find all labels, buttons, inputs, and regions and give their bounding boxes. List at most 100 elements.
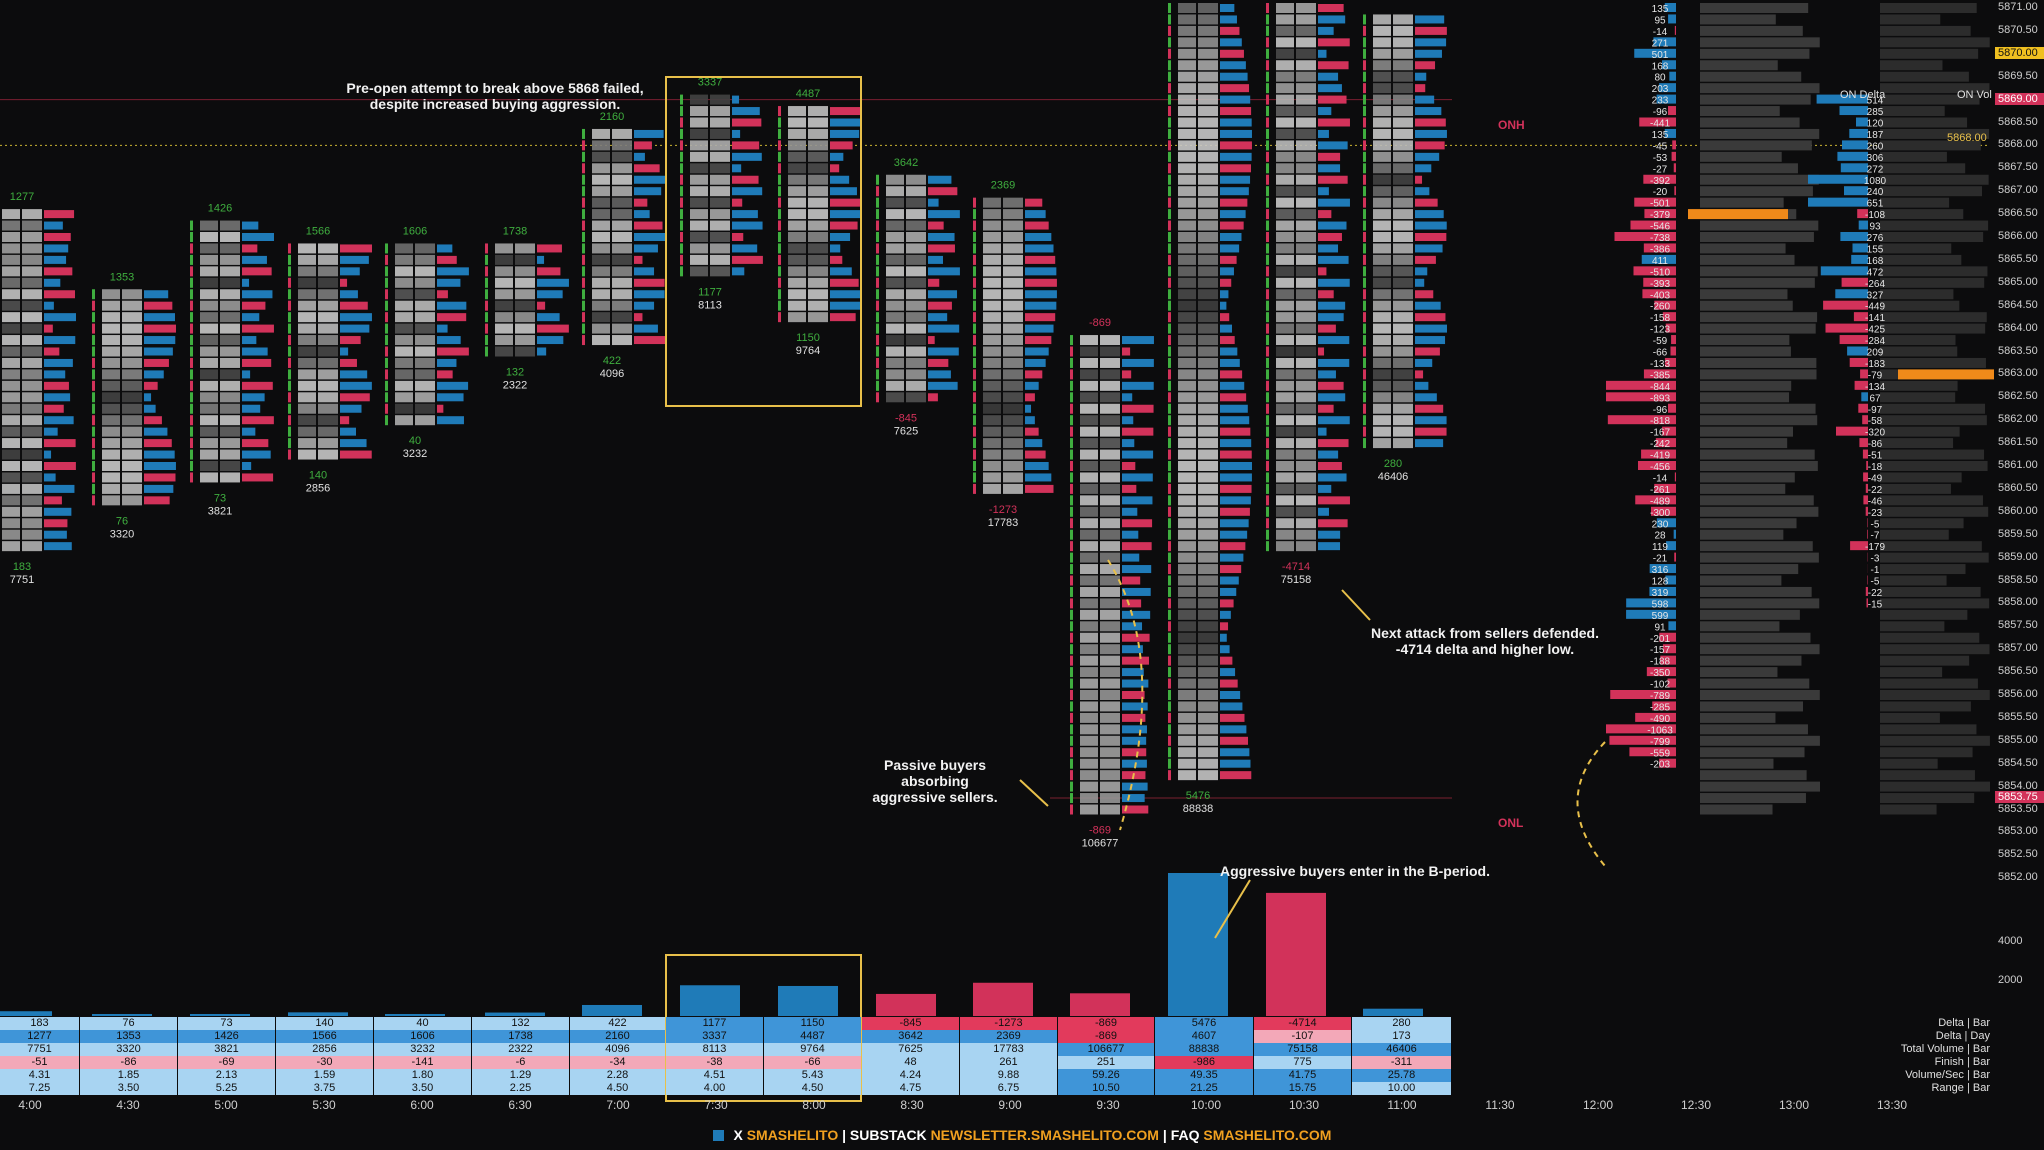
footer-faq-url[interactable]: SMASHELITO.COM	[1203, 1127, 1332, 1143]
bar-top-label: 2160	[600, 111, 624, 123]
footprint-cell	[1276, 128, 1294, 139]
bar-delta-label: 5476	[1186, 790, 1210, 802]
footprint-cell	[1080, 655, 1098, 666]
on-delta-value: 209	[1867, 348, 1884, 359]
footprint-cell	[415, 312, 435, 323]
time-axis[interactable]: 4:00 4:30 5:00 5:30 6:00 6:30 7:00 7:30 8:00 8:30…	[0, 1098, 1990, 1114]
footprint-cell	[1198, 598, 1218, 609]
stat-cell: -30	[276, 1056, 373, 1069]
footer-x-handle[interactable]: SMASHELITO	[746, 1127, 839, 1143]
profile-delta-value: -419	[1650, 451, 1670, 462]
footprint-cell	[200, 220, 218, 231]
footprint-cell	[886, 300, 904, 311]
footprint-delta-bar	[144, 358, 169, 367]
footprint-side-bar	[1266, 163, 1269, 174]
price-axis[interactable]: 5871.00 5870.50 5869.50 5868.50 5868.00 5867.…	[1947, 0, 2044, 1110]
on-volume-cell	[1880, 71, 1969, 82]
footprint-delta-bar	[1122, 404, 1154, 413]
stat-row: 4.31 1.85 2.13 1.59 1.80 1.29 2.28 4.51 5.43 4.24…	[0, 1069, 1990, 1082]
footprint-cell	[808, 151, 828, 162]
stat-cell: -86	[80, 1056, 177, 1069]
footprint-delta-bar	[1025, 198, 1043, 207]
footprint-delta-bar	[732, 118, 762, 127]
footprint-cell	[1003, 220, 1023, 231]
footprint-cell	[1178, 323, 1196, 334]
footprint-delta-bar	[1025, 393, 1035, 402]
footprint-cell	[1003, 232, 1023, 242]
footprint-delta-bar	[44, 404, 64, 413]
footprint-cell	[1003, 449, 1023, 460]
footprint-cell	[1393, 209, 1413, 220]
profile-delta-value: -489	[1650, 496, 1670, 507]
footprint-side-bar	[582, 254, 585, 265]
footprint-cell	[1373, 209, 1391, 220]
footprint-side-bar	[1266, 415, 1269, 426]
footprint-side-bar	[778, 232, 781, 242]
footprint-delta-bar	[1122, 416, 1134, 425]
footprint-delta-bar	[1025, 313, 1056, 322]
footprint-cell	[592, 209, 610, 220]
stat-row-label: Finish | Bar	[1934, 1056, 1990, 1068]
footprint-cell	[1178, 632, 1196, 643]
profile-delta-value: 119	[1652, 542, 1668, 553]
footprint-side-bar	[778, 106, 781, 117]
footprint-cell	[2, 541, 20, 552]
footprint-cell	[102, 323, 120, 334]
footprint-delta-bar	[1122, 587, 1151, 596]
stat-cell: -69	[178, 1056, 275, 1069]
footprint-cell	[1373, 174, 1391, 185]
footprint-side-bar	[1266, 243, 1269, 254]
footprint-delta-bar	[830, 107, 861, 116]
footprint-cell	[102, 438, 120, 449]
footprint-cell	[1276, 37, 1294, 48]
footer-substack-url[interactable]: NEWSLETTER.SMASHELITO.COM	[930, 1127, 1159, 1143]
profile-delta-value: -45	[1653, 141, 1668, 152]
footprint-cell	[220, 289, 240, 300]
footprint-cell	[1080, 609, 1098, 620]
footprint-cell	[1373, 426, 1391, 437]
footprint-cell	[122, 415, 142, 426]
footprint-side-bar	[1070, 438, 1073, 449]
volume-bar	[1168, 873, 1228, 1016]
footprint-cell	[1393, 277, 1413, 288]
footprint-cell	[395, 266, 413, 277]
footprint-delta-bar	[340, 301, 368, 310]
on-delta-bar	[1866, 598, 1868, 608]
footprint-cell	[318, 403, 338, 414]
footprint-cell	[1178, 151, 1196, 162]
footprint-side-bar	[973, 426, 976, 437]
stat-cell: 3232	[374, 1043, 471, 1056]
footprint-delta-bar	[1415, 393, 1437, 402]
stat-cell: -869	[1058, 1030, 1154, 1043]
footprint-cell	[200, 392, 218, 403]
profile-delta-value: -844	[1650, 382, 1670, 393]
profile-delta-bar	[1673, 529, 1676, 539]
footprint-cell	[395, 254, 413, 265]
footprint-side-bar	[1070, 426, 1073, 437]
footprint-delta-bar	[1025, 210, 1046, 219]
footprint-side-bar	[1168, 426, 1171, 437]
footprint-side-bar	[1168, 323, 1171, 334]
footprint-delta-bar	[1220, 587, 1237, 596]
footprint-cell	[1373, 277, 1391, 288]
footprint-cell	[1276, 312, 1294, 323]
on-volume-cell	[1880, 323, 1986, 334]
footprint-delta-bar	[928, 221, 944, 230]
footprint-cell	[1080, 793, 1098, 804]
footprint-side-bar	[973, 277, 976, 288]
footprint-cell	[220, 392, 240, 403]
profile-delta-value: -799	[1650, 737, 1670, 748]
footprint-delta-bar	[1220, 736, 1249, 745]
footprint-delta-bar	[634, 210, 650, 219]
footprint-delta-bar	[928, 393, 938, 402]
footprint-cell	[1100, 426, 1120, 437]
profile-delta-bar	[1654, 483, 1676, 493]
footprint-delta-bar	[634, 278, 665, 287]
footprint-cell	[983, 289, 1001, 300]
footprint-delta-bar	[1122, 725, 1147, 734]
footprint-cell	[1080, 678, 1098, 689]
stat-cell: 4607	[1155, 1030, 1253, 1043]
footprint-delta-bar	[732, 233, 744, 241]
footprint-cell	[298, 357, 316, 368]
